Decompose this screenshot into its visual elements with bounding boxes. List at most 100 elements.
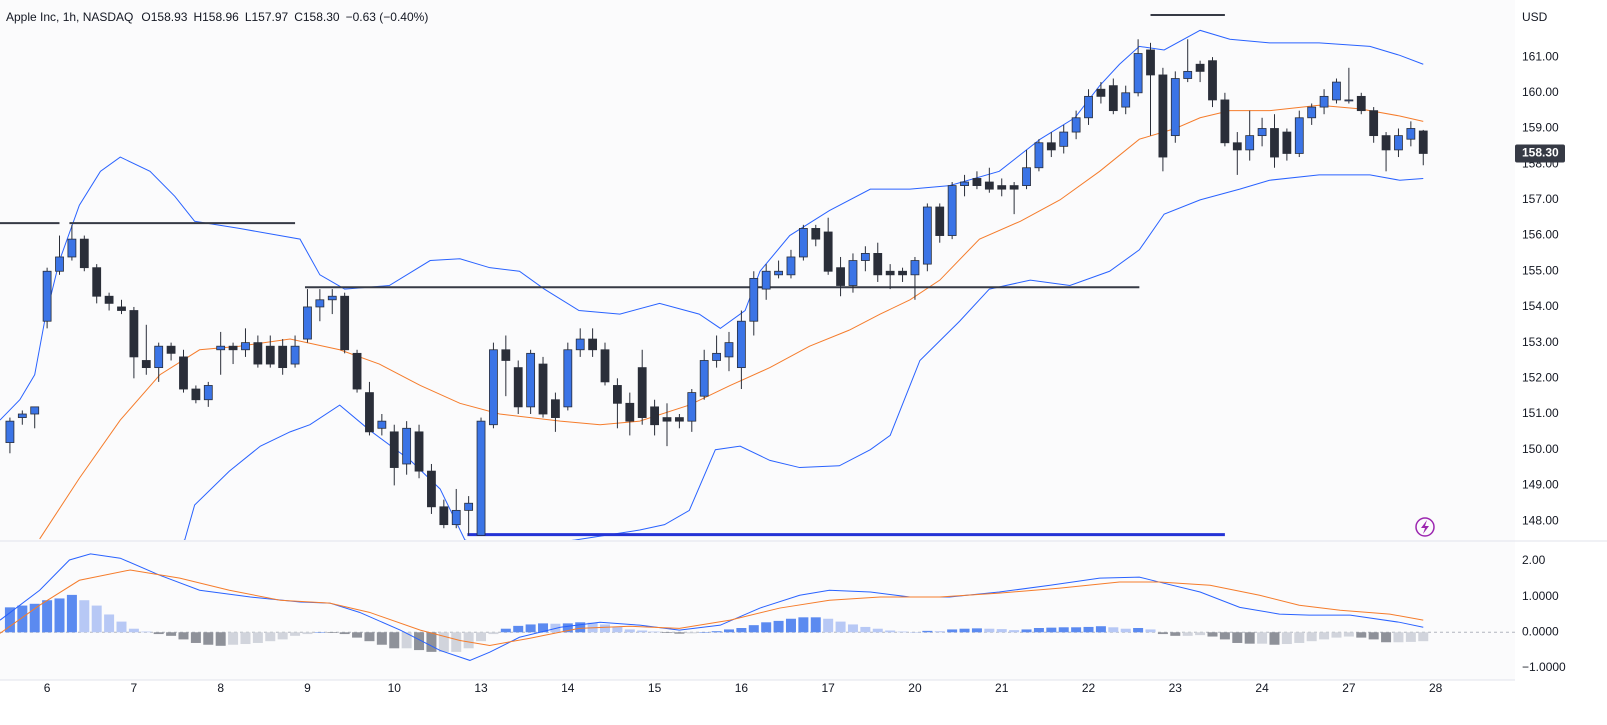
histogram-bar: [42, 600, 53, 633]
histogram-bar: [785, 618, 796, 633]
candle-body: [166, 345, 176, 354]
histogram-bar: [637, 630, 648, 633]
histogram-bar: [166, 632, 177, 636]
candle-body: [712, 352, 721, 361]
candle-body: [898, 270, 907, 276]
candle-body: [984, 181, 994, 190]
histogram-bar: [922, 630, 933, 633]
histogram-bar: [91, 605, 102, 633]
candle-body: [1282, 131, 1292, 154]
alert-icon[interactable]: [1415, 517, 1435, 537]
histogram-bar: [1232, 632, 1243, 643]
candle-body: [104, 295, 114, 304]
candle-body: [724, 342, 734, 358]
candle-body: [42, 270, 52, 322]
candle-body: [551, 399, 560, 418]
plot-background: [0, 0, 1515, 680]
candle-body: [154, 345, 164, 369]
histogram-bar: [104, 614, 115, 633]
candle-body: [1394, 135, 1403, 151]
y-tick-label: 154.00: [1522, 299, 1559, 313]
histogram-bar: [1405, 632, 1416, 642]
histogram-bar: [290, 632, 301, 636]
candle-body: [1307, 106, 1317, 119]
candle-body: [798, 228, 808, 258]
histogram-bar: [761, 622, 772, 633]
histogram-bar: [723, 629, 734, 633]
histogram-bar: [649, 631, 660, 633]
histogram-bar: [773, 620, 784, 633]
candle-body: [1257, 128, 1267, 137]
candle-body: [910, 260, 920, 276]
candle-body: [451, 509, 461, 526]
y-tick-label: 149.00: [1522, 478, 1559, 492]
candle-body: [501, 349, 511, 361]
histogram-bar: [624, 629, 635, 633]
histogram-bar: [1133, 628, 1144, 633]
candle-body: [476, 420, 486, 536]
histogram-bar: [1393, 632, 1404, 643]
candle-body: [265, 345, 275, 365]
candle-body: [1146, 49, 1155, 76]
candle-body: [340, 295, 350, 351]
indicator-line: [39, 104, 1424, 540]
histogram-bar: [575, 622, 586, 633]
histogram-bar: [17, 605, 28, 633]
histogram-bar: [1083, 626, 1094, 633]
histogram-bar: [711, 631, 722, 633]
histogram-bar: [488, 632, 499, 635]
histogram-bar: [860, 626, 871, 633]
macd-pane: [0, 553, 1515, 661]
histogram-bar: [1356, 632, 1367, 638]
candle-body: [786, 256, 796, 276]
histogram-bar: [538, 623, 549, 633]
candle-body: [613, 385, 622, 404]
x-tick-label: 13: [474, 681, 488, 695]
candle-body: [736, 320, 746, 369]
candle-body: [191, 388, 201, 401]
histogram-bar: [1157, 632, 1168, 635]
histogram-bar: [1033, 628, 1044, 633]
y-tick-label: 161.00: [1522, 49, 1559, 63]
candle-body: [811, 228, 821, 240]
candle-body: [79, 238, 89, 269]
candle-body: [1158, 74, 1168, 158]
last-price-box: [1515, 144, 1565, 163]
histogram-bar: [1108, 627, 1119, 633]
histogram-bar: [116, 621, 127, 633]
candle-body: [1208, 60, 1217, 101]
candle-body: [1059, 131, 1069, 147]
indicator-line: [0, 553, 1424, 661]
histogram-bar: [1343, 632, 1354, 637]
histogram-bar: [959, 628, 970, 633]
candle-body: [600, 349, 610, 383]
y-tick-label: 0.0000: [1522, 624, 1559, 638]
candle-body: [947, 185, 957, 236]
candle-body: [1034, 142, 1044, 169]
candle-body: [1356, 95, 1366, 112]
histogram-bar: [302, 632, 313, 635]
candle-body: [1406, 128, 1416, 140]
histogram-bar: [909, 632, 920, 633]
histogram-bar: [314, 632, 325, 633]
histogram-bar: [1418, 632, 1429, 642]
y-tick-label: 152.00: [1522, 370, 1559, 384]
histogram-bar: [1182, 632, 1193, 636]
candle-body: [1170, 78, 1180, 137]
candle-body: [922, 206, 932, 265]
ohlc-label: L157.97: [245, 10, 289, 24]
candle-body: [1195, 63, 1205, 72]
y-tick-label: −1.0000: [1522, 660, 1566, 674]
histogram-bar: [885, 630, 896, 633]
candle-body: [575, 338, 585, 351]
histogram-bar: [252, 632, 263, 643]
candle-body: [1022, 167, 1031, 186]
histogram-bar: [612, 626, 623, 633]
histogram-bar: [352, 632, 363, 638]
candle-body: [650, 406, 659, 426]
histogram-bar: [128, 628, 139, 633]
histogram-bar: [1046, 627, 1057, 633]
histogram-bar: [1319, 632, 1330, 640]
histogram-bar: [463, 632, 474, 649]
histogram-bar: [1331, 632, 1342, 638]
